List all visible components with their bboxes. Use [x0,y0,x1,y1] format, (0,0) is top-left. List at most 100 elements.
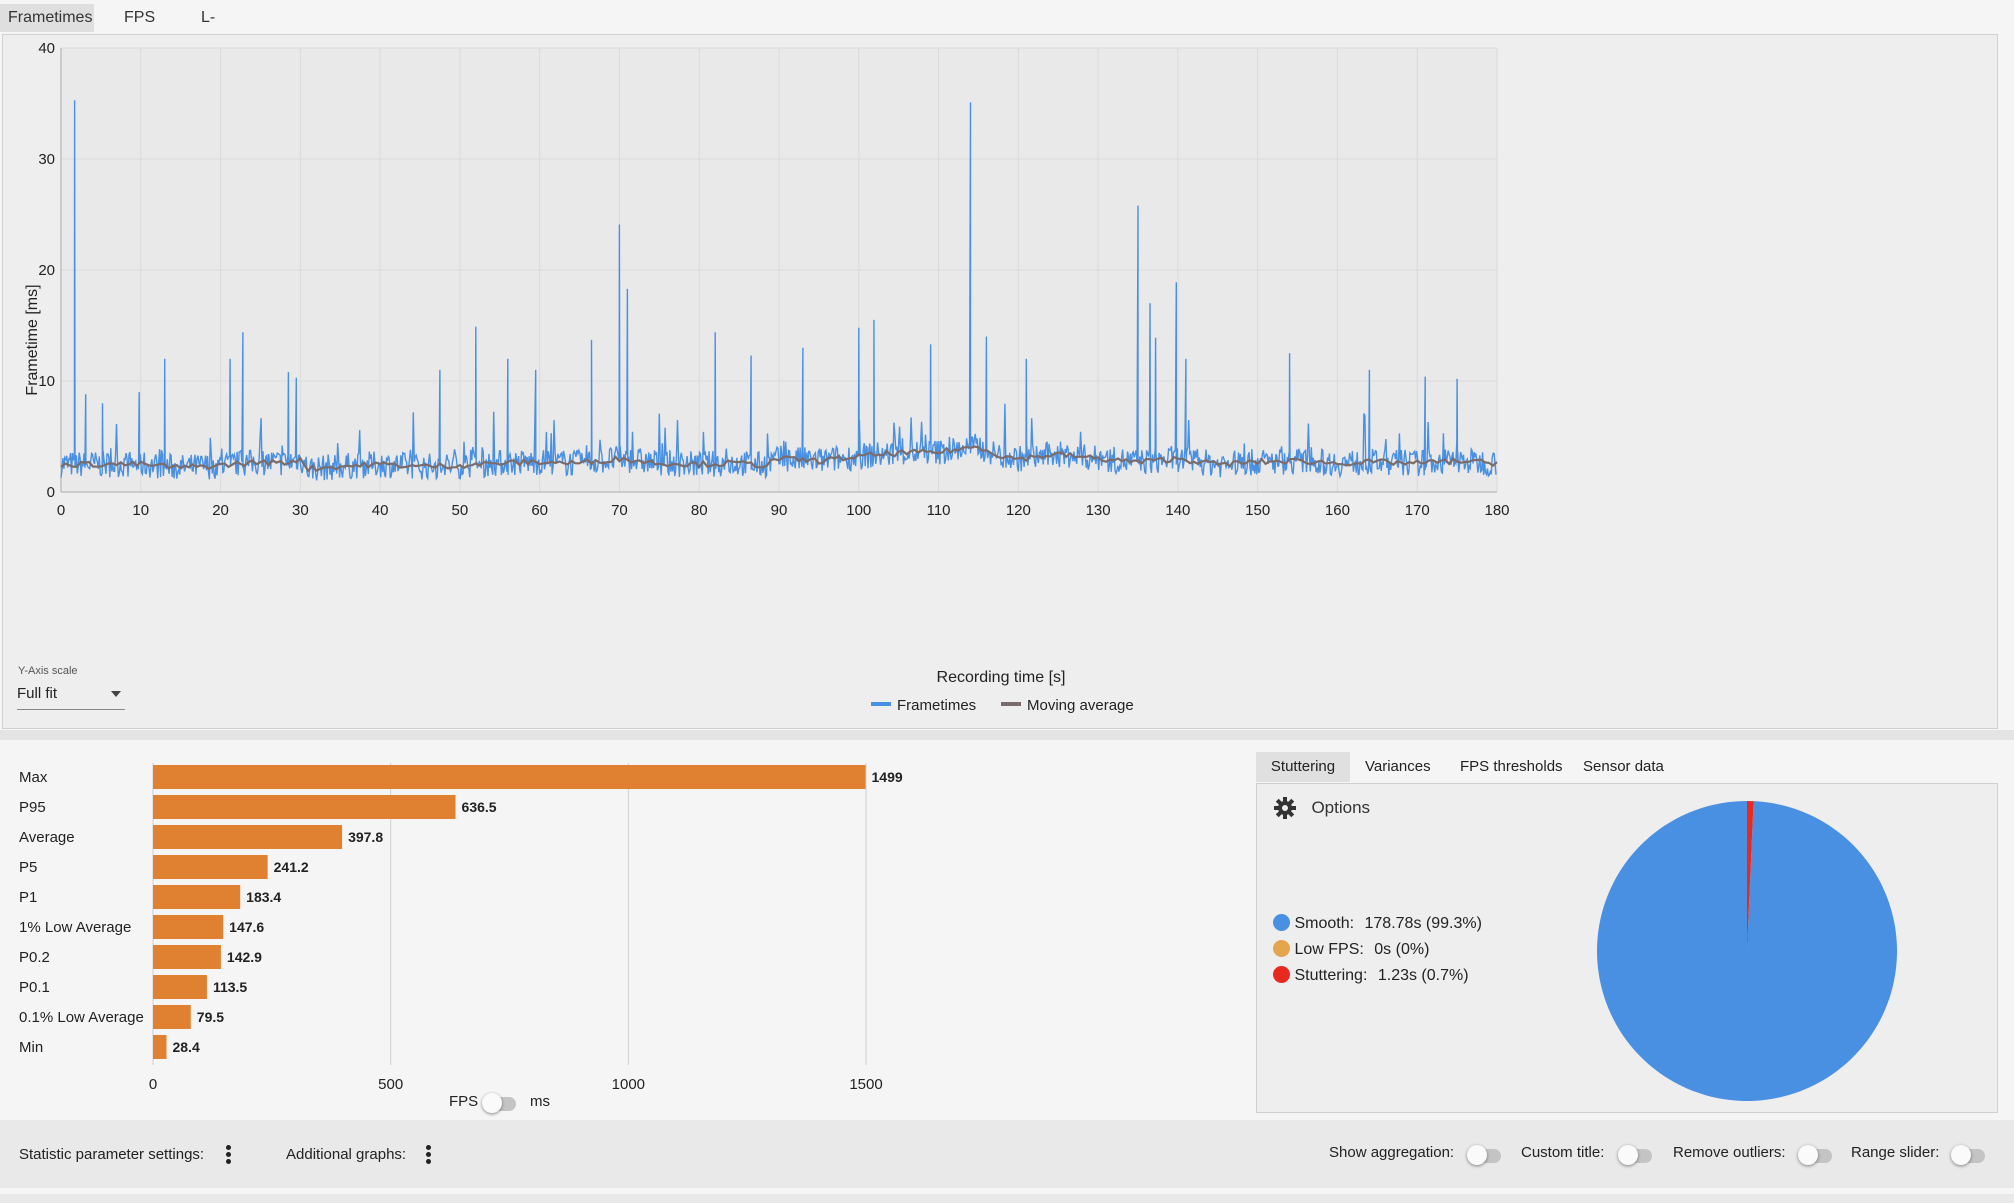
bar [153,765,866,789]
frametime-ticks: 0 10 20 30 40 50 60 70 80 90 100 110 120 130 140 150 160… [38,40,1509,519]
x-tick-label: 0 [57,502,65,519]
remove-outliers-label: Remove outliers: [1673,1144,1786,1161]
unit-fps-label: FPS [449,1093,479,1110]
y-tick-label: 0 [47,484,55,501]
bar-value-label: 1499 [872,769,903,785]
legend-low-fps-label: Low FPS: [1294,941,1364,958]
bar-value-label: 142.9 [227,949,262,965]
bar-items: Max 1499 P95 636.5 Average 397.8 P5 241.2 P1 183.… [19,765,903,1059]
tab-fps[interactable]: FPS [124,9,156,26]
options-button[interactable]: Options [1273,796,1370,822]
frametime-series [60,100,1498,481]
fps-ms-toggle[interactable] [482,1093,516,1113]
tab-frametimes[interactable]: Frametimes [0,4,94,32]
legend-frametimes-label: Frametimes [897,697,976,714]
frametime-grid [60,47,1498,493]
x-tick-label: 150 [1245,502,1270,519]
stuttering-pie-chart [1597,801,1897,1101]
custom-title-toggle[interactable] [1618,1145,1652,1165]
bar-value-label: 113.5 [213,979,247,995]
bar [153,825,343,849]
x-tick-label: 130 [1086,502,1111,519]
moving-average-line [60,445,1498,473]
y-tick-label: 10 [38,373,55,390]
bar-value-label: 183.4 [246,889,281,905]
x-tick-label: 70 [611,502,628,519]
legend-moving-average-label: Moving average [1027,697,1134,714]
legend-smooth-value: 178.78s (99.3%) [1364,915,1482,932]
legend-moving-average: Moving average [1001,697,1134,714]
bar-value-label: 397.8 [348,829,383,845]
remove-outliers-toggle[interactable] [1798,1145,1832,1165]
custom-title-label: Custom title: [1521,1144,1605,1161]
bottom-strip [0,1194,2014,1203]
y-axis-scale-value: Full fit [17,685,58,702]
y-axis-scale-label: Y-Axis scale [18,665,78,677]
chevron-down-icon [111,691,121,697]
tab-stuttering[interactable]: Stuttering [1256,752,1350,782]
bar-x-tick-label: 500 [378,1076,403,1093]
legend-frametimes-swatch [871,702,891,706]
legend-stuttering-label: Stuttering: [1294,967,1368,984]
footer-bar: Statistic parameter settings: Additional… [0,1120,2014,1188]
stuttering-panel: Options Smooth: 178.78s (99.3%) Low FPS:… [1256,783,1998,1113]
bar-x-tick-label: 1000 [612,1076,645,1093]
additional-graphs-menu-icon[interactable] [426,1143,431,1166]
x-tick-label: 40 [372,502,389,519]
legend-item-stuttering: Stuttering: 1.23s (0.7%) [1273,963,1482,989]
legend-frametimes: Frametimes [871,697,976,714]
bar [153,915,224,939]
bar-category-label: P1 [19,889,37,906]
y-tick-label: 40 [38,40,55,57]
show-aggregation-toggle[interactable] [1467,1145,1501,1165]
x-tick-label: 80 [691,502,708,519]
statistics-bar-chart: Max 1499 P95 636.5 Average 397.8 P5 241.2 P1 183.… [19,763,903,1093]
unit-ms-label: ms [530,1093,550,1110]
statistic-settings-menu-icon[interactable] [226,1143,231,1166]
x-axis-label: Recording time [s] [937,669,1066,686]
bar [153,1035,167,1059]
y-axis-scale-select[interactable]: Full fit [17,685,125,710]
bar [153,975,207,999]
gear-icon [1274,797,1296,819]
bar-category-label: 1% Low Average [19,919,131,936]
bar-category-label: Min [19,1039,43,1056]
bar-category-label: Average [19,829,75,846]
legend-dot-smooth [1273,914,1290,931]
tab-variances[interactable]: Variances [1365,758,1431,775]
bar-value-label: 28.4 [172,1039,199,1055]
x-tick-label: 160 [1325,502,1350,519]
legend-moving-average-swatch [1001,702,1021,706]
x-tick-label: 140 [1165,502,1190,519]
tab-stuttering-label: Stuttering [1270,758,1336,775]
legend-item-smooth: Smooth: 178.78s (99.3%) [1273,911,1482,937]
y-axis-label: Frametime [ms] [24,284,41,395]
x-tick-label: 180 [1484,502,1509,519]
bar-category-label: P0.1 [19,979,50,996]
stuttering-legend: Smooth: 178.78s (99.3%) Low FPS: 0s (0%)… [1273,911,1482,989]
y-tick-label: 30 [38,151,55,168]
legend-stuttering-value: 1.23s (0.7%) [1377,967,1469,984]
tab-sensor-data[interactable]: Sensor data [1583,758,1664,775]
show-aggregation-label: Show aggregation: [1329,1144,1455,1161]
x-tick-label: 100 [846,502,871,519]
bar [153,795,456,819]
tab-fps-thresholds[interactable]: FPS thresholds [1460,758,1563,775]
frametimes-line [60,100,1497,481]
bar-category-label: P95 [19,799,46,816]
bar [153,1005,191,1029]
range-slider-toggle[interactable] [1951,1145,1985,1165]
x-tick-label: 170 [1405,502,1430,519]
range-slider-label: Range slider: [1851,1144,1940,1161]
bar-value-label: 636.5 [462,799,497,815]
x-tick-label: 50 [452,502,469,519]
bar-x-tick-label: 0 [149,1076,157,1093]
tab-l-shape[interactable]: L-shape [201,9,245,54]
x-tick-label: 120 [1006,502,1031,519]
bar-x-ticks: 0 500 1000 1500 [149,1076,883,1093]
additional-graphs-label: Additional graphs: [286,1146,407,1163]
x-tick-label: 110 [927,502,951,519]
frametime-chart-panel: 0 10 20 30 40 50 60 70 80 90 100 110 120 130 140 150 160… [2,34,1998,729]
bar [153,945,221,969]
legend-low-fps-value: 0s (0%) [1374,941,1430,958]
